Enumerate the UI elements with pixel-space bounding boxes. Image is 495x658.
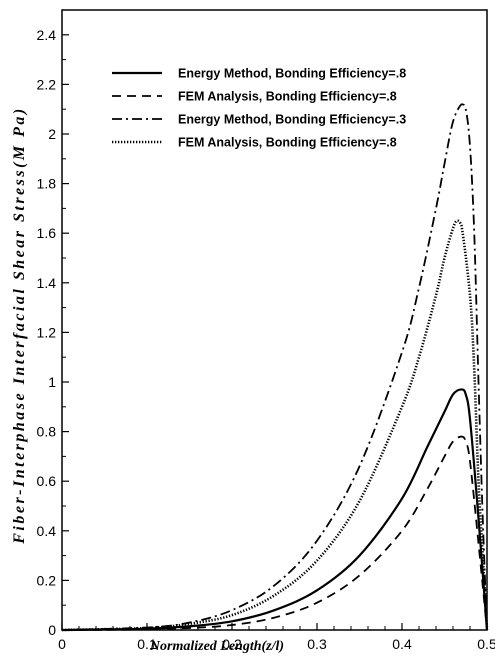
x-tick-label: 0.4 — [392, 636, 412, 652]
y-tick-label: 2.2 — [37, 76, 57, 92]
series-line-3 — [61, 103, 488, 631]
x-tick-label: 0.1 — [137, 636, 157, 652]
x-tick-label: 0.2 — [222, 636, 242, 652]
tick-layer: 0 0.2 0.4 0.6 0.8 1 1.2 1.4 1.6 1.8 2 2.2 2.4 0 0.1 0.2… — [37, 27, 495, 652]
y-tick-label: 0 — [48, 622, 56, 638]
y-axis-title: Fiber-Interphase Interfacial Shear Stres… — [11, 106, 28, 545]
x-tick-label: 0.3 — [307, 636, 327, 652]
x-axis-title: Normalized Length(z/l) — [149, 639, 284, 654]
y-tick-label: 0.2 — [37, 572, 57, 588]
y-tick-label: 1.6 — [37, 225, 57, 241]
y-tick-label: 0.8 — [37, 424, 57, 440]
plot-area-border — [61, 9, 488, 631]
y-tick-label: 1.8 — [37, 176, 57, 192]
y-tick-label: 1.4 — [37, 275, 57, 291]
series-line-4 — [61, 219, 489, 632]
legend-label-1: Energy Method, Bonding Efficiency=.8 — [178, 67, 406, 81]
y-tick-label: 1.2 — [37, 324, 57, 340]
y-tick-label: 0.4 — [37, 523, 57, 539]
series-layer — [61, 103, 489, 632]
series-line-2 — [61, 435, 488, 631]
y-tick-label: 2 — [48, 126, 56, 142]
y-tick-label: 1 — [48, 374, 56, 390]
x-tick-label: 0 — [58, 636, 66, 652]
x-tick-label: 0.5 — [477, 636, 495, 652]
legend-label-4: FEM Analysis, Bonding Efficiency=.8 — [178, 136, 397, 150]
legend-label-2: FEM Analysis, Bonding Efficiency=.8 — [178, 90, 397, 104]
plot-frame — [61, 9, 488, 631]
series-line-1 — [61, 388, 489, 632]
legend-label-3: Energy Method, Bonding Efficiency=.3 — [178, 113, 406, 127]
y-tick-label: 0.6 — [37, 473, 57, 489]
y-tick-label: 2.4 — [37, 27, 57, 43]
legend: Energy Method, Bonding Efficiency=.8 FEM … — [112, 67, 406, 150]
